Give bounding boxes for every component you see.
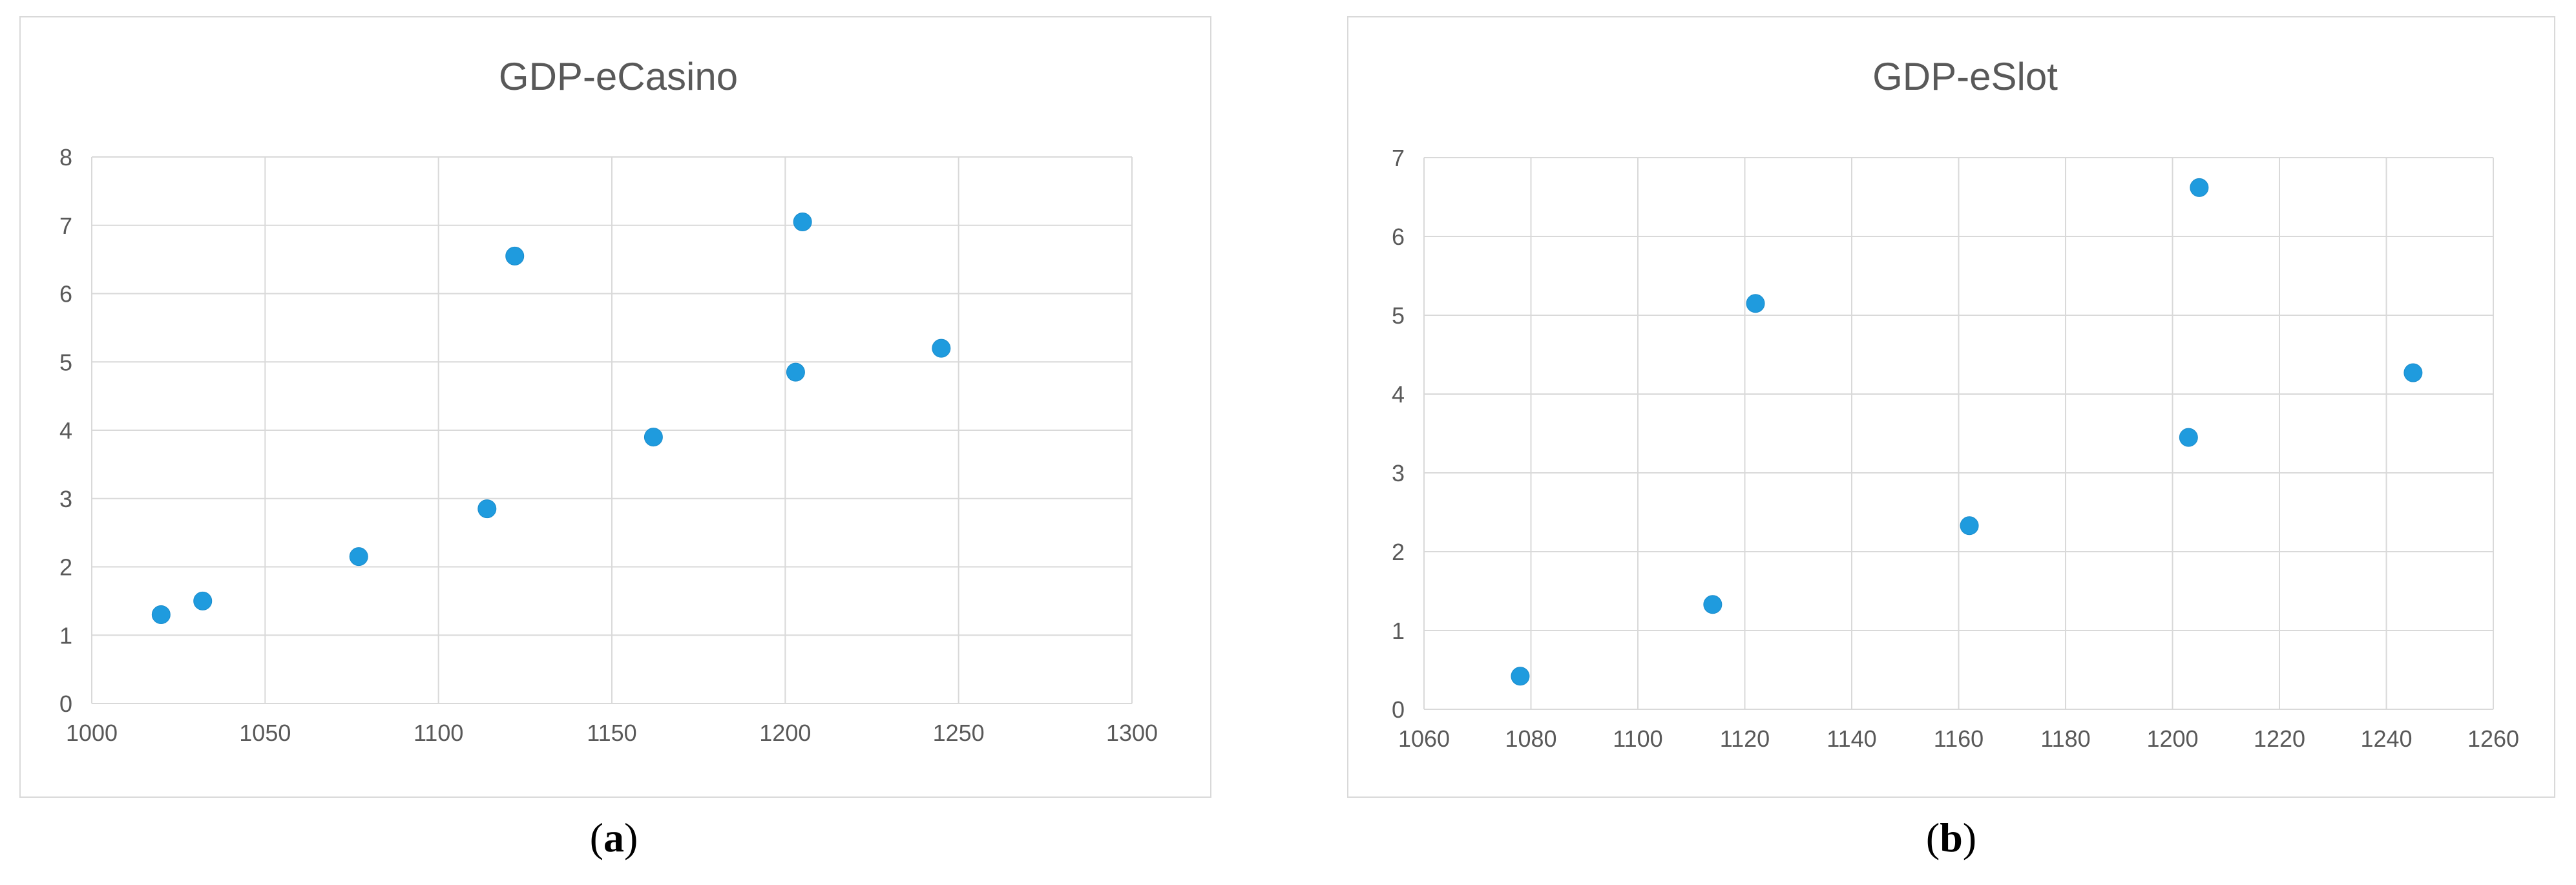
x-tick-label: 1080 bbox=[1505, 725, 1556, 752]
x-tick-label: 1100 bbox=[1613, 725, 1662, 752]
y-tick-label: 4 bbox=[1392, 381, 1405, 408]
data-point bbox=[644, 428, 663, 447]
x-tick-label: 1220 bbox=[2254, 725, 2305, 752]
x-tick-label: 1050 bbox=[239, 720, 291, 746]
y-tick-label: 7 bbox=[59, 213, 72, 239]
y-tick-label: 7 bbox=[1392, 145, 1405, 171]
data-point bbox=[786, 362, 805, 382]
y-tick-label: 3 bbox=[1392, 460, 1405, 486]
x-tick-label: 1180 bbox=[2040, 725, 2090, 752]
x-tick-label: 1160 bbox=[1934, 725, 1984, 752]
chart-title: GDP-eCasino bbox=[499, 55, 738, 98]
y-tick-label: 2 bbox=[59, 554, 72, 581]
caption-a: (a) bbox=[589, 815, 638, 860]
data-point bbox=[1960, 516, 1979, 536]
data-point bbox=[793, 212, 812, 231]
data-point bbox=[1746, 294, 1765, 313]
y-tick-label: 0 bbox=[1392, 696, 1405, 723]
x-tick-label: 1300 bbox=[1106, 720, 1158, 746]
x-tick-label: 1150 bbox=[587, 720, 636, 746]
data-point bbox=[2190, 178, 2209, 197]
data-point bbox=[932, 338, 951, 358]
y-tick-label: 5 bbox=[59, 349, 72, 375]
data-point bbox=[477, 499, 497, 519]
data-point bbox=[505, 246, 525, 266]
y-tick-label: 8 bbox=[59, 144, 72, 171]
x-tick-label: 1260 bbox=[2467, 725, 2519, 752]
x-tick-label: 1200 bbox=[2146, 725, 2198, 752]
caption-b: (b) bbox=[1925, 815, 1977, 860]
x-tick-label: 1200 bbox=[759, 720, 811, 746]
data-point bbox=[151, 605, 171, 625]
scatter-chart-gdp-ecasino: GDP-eCasino 0 1 2 3 4 5 6 7 8 1000 1050 1100 1150 1200… bbox=[59, 55, 1158, 746]
data-point bbox=[1703, 595, 1723, 614]
chart-panel-a: GDP-eCasino 0 1 2 3 4 5 6 7 8 1000 1050 1100 1150 1200… bbox=[19, 16, 1211, 798]
data-point bbox=[2403, 363, 2423, 382]
x-tick-label: 1250 bbox=[933, 720, 985, 746]
chart-panel-b: GDP-eSlot 0 1 2 3 4 5 6 7 1060 1080 1100 1120 1140 116… bbox=[1347, 16, 2555, 798]
data-point bbox=[193, 591, 213, 610]
x-tick-label: 1060 bbox=[1398, 725, 1450, 752]
y-tick-label: 1 bbox=[59, 622, 72, 649]
x-tick-label: 1100 bbox=[414, 720, 463, 746]
y-tick-label: 4 bbox=[59, 417, 72, 444]
x-tick-label: 1140 bbox=[1827, 725, 1876, 752]
y-tick-label: 6 bbox=[1392, 224, 1405, 250]
caption-b-letter: b bbox=[1940, 815, 1963, 860]
y-tick-label: 6 bbox=[59, 281, 72, 307]
y-tick-label: 1 bbox=[1392, 618, 1405, 644]
caption-a-letter: a bbox=[603, 815, 624, 860]
chart-title: GDP-eSlot bbox=[1872, 55, 2058, 98]
x-tick-label: 1120 bbox=[1720, 725, 1770, 752]
scatter-chart-gdp-eslot: GDP-eSlot 0 1 2 3 4 5 6 7 1060 1080 1100 1120 1140 116… bbox=[1392, 55, 2519, 752]
y-tick-label: 2 bbox=[1392, 539, 1405, 565]
data-point bbox=[2179, 428, 2198, 447]
x-tick-label: 1000 bbox=[66, 720, 118, 746]
data-point bbox=[1511, 667, 1530, 686]
y-tick-label: 3 bbox=[59, 486, 72, 512]
y-tick-label: 0 bbox=[59, 691, 72, 717]
y-tick-label: 5 bbox=[1392, 302, 1405, 329]
data-point bbox=[349, 547, 368, 567]
x-tick-label: 1240 bbox=[2360, 725, 2412, 752]
